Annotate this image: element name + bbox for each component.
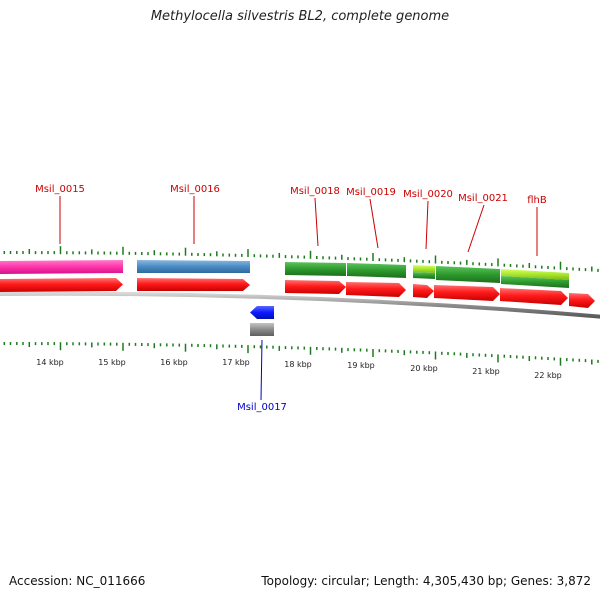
- msil-0019-feature[interactable]: [347, 263, 406, 278]
- cds-track: [0, 278, 595, 308]
- scale-labels: 14 kbp 15 kbp 16 kbp 17 kbp 18 kbp 19 kb…: [36, 358, 562, 380]
- feature-track: [0, 260, 569, 288]
- gene-label-msil-0018[interactable]: Msil_0018: [290, 186, 340, 197]
- gene-label-msil-0020[interactable]: Msil_0020: [403, 189, 453, 200]
- reverse-strand-track: [250, 306, 274, 336]
- scale-label: 18 kbp: [284, 360, 312, 369]
- gene-label-msil-0016[interactable]: Msil_0016: [170, 184, 220, 195]
- scale-label: 16 kbp: [160, 358, 188, 367]
- flhb-feature-lime[interactable]: [501, 269, 569, 280]
- lower-tick-track: [3, 342, 599, 366]
- msil-0017-leader: [260, 339, 263, 401]
- scale-label: 14 kbp: [36, 358, 64, 367]
- msil-0017-feature[interactable]: [250, 323, 274, 336]
- msil-0021-cds[interactable]: [434, 285, 500, 301]
- accession-text: Accession: NC_011666: [9, 574, 146, 588]
- gene-label-msil-0015[interactable]: Msil_0015: [35, 184, 85, 195]
- scale-label: 17 kbp: [222, 358, 250, 367]
- scale-label: 15 kbp: [98, 358, 126, 367]
- flhb-feature-green[interactable]: [501, 276, 569, 288]
- msil-0018-cds[interactable]: [285, 280, 346, 294]
- msil-0020-feature-green[interactable]: [413, 272, 435, 279]
- genome-backbone: [0, 291, 600, 319]
- msil-0017-cds[interactable]: [250, 306, 274, 319]
- next-cds[interactable]: [569, 293, 595, 308]
- scale-label: 22 kbp: [534, 371, 562, 380]
- gene-label-msil-0019[interactable]: Msil_0019: [346, 187, 396, 198]
- msil-0020-cds[interactable]: [413, 284, 434, 298]
- genome-summary-text: Topology: circular; Length: 4,305,430 bp…: [261, 574, 591, 588]
- msil-0016-feature[interactable]: [137, 260, 250, 273]
- msil-0015-cds[interactable]: [0, 278, 123, 292]
- label-leaders: [59, 196, 538, 256]
- scale-label: 19 kbp: [347, 361, 375, 370]
- msil-0016-cds[interactable]: [137, 278, 250, 291]
- upper-tick-track: [3, 246, 599, 272]
- msil-0015-feature[interactable]: [0, 260, 123, 274]
- gene-label-flhb[interactable]: flhB: [527, 195, 547, 206]
- scale-label: 21 kbp: [472, 367, 500, 376]
- gene-label-msil-0021[interactable]: Msil_0021: [458, 193, 508, 204]
- flhb-cds[interactable]: [500, 288, 568, 305]
- msil-0021-feature[interactable]: [436, 266, 500, 283]
- genome-title: Methylocella silvestris BL2, complete ge…: [150, 9, 450, 24]
- scale-label: 20 kbp: [410, 364, 438, 373]
- msil-0018-feature[interactable]: [285, 262, 346, 276]
- msil-0020-feature-lime[interactable]: [413, 265, 435, 273]
- msil-0019-cds[interactable]: [346, 282, 406, 297]
- gene-label-msil-0017[interactable]: Msil_0017: [237, 402, 287, 413]
- gene-labels: Msil_0015 Msil_0016 Msil_0018 Msil_0019 …: [35, 184, 547, 206]
